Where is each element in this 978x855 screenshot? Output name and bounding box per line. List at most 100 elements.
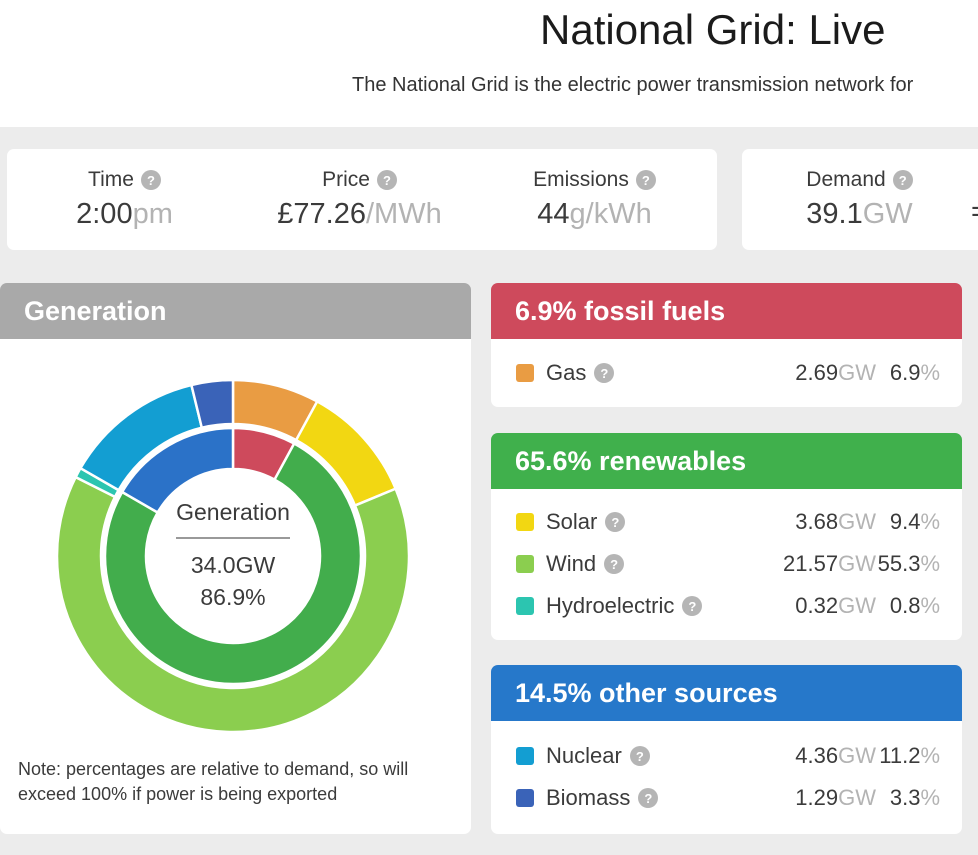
source-percent-number: 3.3 xyxy=(889,785,921,810)
help-icon[interactable]: ? xyxy=(605,512,626,532)
stats-card-primary: Time ? 2:00pm Price ? £77.26/MWh Emissio… xyxy=(7,149,717,250)
donut-segment-renewables[interactable] xyxy=(103,441,363,686)
stats-card-secondary: Demand ? 39.1GW xyxy=(742,149,978,250)
source-percent-number: 55.3 xyxy=(877,551,921,576)
generation-note-line2: exceed 100% if power is being exported xyxy=(18,784,338,805)
source-percent: 0.8% xyxy=(876,593,940,619)
page-title: National Grid: Live xyxy=(540,6,886,53)
generation-panel-header: Generation xyxy=(0,283,471,339)
source-percent-unit: % xyxy=(920,551,940,576)
help-icon[interactable]: ? xyxy=(376,170,397,190)
source-row-hydroelectric: Hydroelectric ? 0.32GW 0.8% xyxy=(491,585,962,627)
help-icon[interactable]: ? xyxy=(604,554,625,574)
help-icon[interactable]: ? xyxy=(635,170,656,190)
source-value: 1.29GW xyxy=(766,785,876,811)
stat-price-value-number: £77.26 xyxy=(277,198,366,230)
source-percent-unit: % xyxy=(920,360,940,385)
fossil-fuels-panel: 6.9% fossil fuels Gas ? 2.69GW 6.9% xyxy=(491,283,962,407)
donut-segment-biomass[interactable] xyxy=(189,378,235,430)
source-row-wind: Wind ? 21.57GW 55.3% xyxy=(491,543,962,585)
stat-demand-value: 39.1GW xyxy=(806,198,912,231)
source-percent-unit: % xyxy=(920,743,940,768)
donut-segment-other-sources[interactable] xyxy=(120,426,235,515)
source-value-unit: GW xyxy=(838,360,876,385)
source-value-unit: GW xyxy=(838,593,876,618)
help-icon[interactable]: ? xyxy=(140,170,161,190)
stat-price-value-unit: /MWh xyxy=(365,198,442,230)
renewables-card: Solar ? 3.68GW 9.4% Wind ? 21.57GW 55.3%… xyxy=(491,489,962,640)
source-value-number: 3.68 xyxy=(795,509,839,534)
source-value-number: 21.57 xyxy=(783,551,839,576)
fossil-fuels-header: 6.9% fossil fuels xyxy=(491,283,962,339)
generation-panel: Generation Generation 34.0GW 86.9% Note:… xyxy=(0,283,471,834)
page-subtitle: The National Grid is the electric power … xyxy=(352,74,914,96)
source-percent-number: 0.8 xyxy=(889,593,921,618)
source-value-unit: GW xyxy=(838,551,876,576)
hydroelectric-swatch xyxy=(516,597,534,615)
fossil-fuels-card: Gas ? 2.69GW 6.9% xyxy=(491,339,962,407)
wind-swatch xyxy=(516,555,534,573)
stat-time-value-number: 2:00 xyxy=(76,198,133,230)
source-value: 3.68GW xyxy=(766,509,876,535)
stat-time-label: Time xyxy=(88,168,134,191)
source-value-number: 2.69 xyxy=(795,360,839,385)
biomass-swatch xyxy=(516,789,534,807)
help-icon[interactable]: ? xyxy=(638,788,659,808)
stat-price-value: £77.26/MWh xyxy=(277,198,441,231)
generation-note: Note: percentages are relative to demand… xyxy=(18,757,408,807)
source-percent: 3.3% xyxy=(876,785,940,811)
stat-time-value-unit: pm xyxy=(132,198,173,230)
source-row-nuclear: Nuclear ? 4.36GW 11.2% xyxy=(491,735,962,777)
stat-price-label: Price xyxy=(322,168,370,191)
source-percent-number: 9.4 xyxy=(889,509,921,534)
stat-emissions-value-unit: g/kWh xyxy=(569,198,652,230)
solar-swatch xyxy=(516,513,534,531)
source-percent-unit: % xyxy=(920,785,940,810)
other-sources-panel: 14.5% other sources Nuclear ? 4.36GW 11.… xyxy=(491,665,962,834)
help-icon[interactable]: ? xyxy=(629,746,650,766)
other-sources-card: Nuclear ? 4.36GW 11.2% Biomass ? 1.29GW … xyxy=(491,721,962,834)
source-value: 4.36GW xyxy=(766,743,876,769)
stat-demand-label: Demand xyxy=(806,168,886,191)
other-sources-header: 14.5% other sources xyxy=(491,665,962,721)
stat-price: Price ? £77.26/MWh xyxy=(242,168,477,231)
source-label: Hydroelectric xyxy=(546,593,675,618)
source-value-unit: GW xyxy=(838,743,876,768)
source-value-number: 0.32 xyxy=(795,593,839,618)
source-row-solar: Solar ? 3.68GW 9.4% xyxy=(491,501,962,543)
equation-equals-fragment: = xyxy=(971,196,978,229)
source-percent: 6.9% xyxy=(876,360,940,386)
help-icon[interactable]: ? xyxy=(892,170,913,190)
donut-segment-wind[interactable] xyxy=(55,475,411,734)
source-percent-number: 6.9 xyxy=(889,360,921,385)
source-label: Nuclear xyxy=(546,743,622,768)
help-icon[interactable]: ? xyxy=(594,363,615,383)
source-value-number: 4.36 xyxy=(795,743,839,768)
source-value-number: 1.29 xyxy=(795,785,839,810)
help-icon[interactable]: ? xyxy=(682,596,703,616)
nuclear-swatch xyxy=(516,747,534,765)
source-percent: 9.4% xyxy=(876,509,940,535)
source-label: Wind xyxy=(546,551,597,576)
stat-demand-value-unit: GW xyxy=(862,198,913,230)
source-value-unit: GW xyxy=(838,509,876,534)
source-label: Solar xyxy=(546,509,598,534)
source-value: 0.32GW xyxy=(766,593,876,619)
stat-time: Time ? 2:00pm xyxy=(7,168,242,231)
stat-emissions-label: Emissions xyxy=(533,168,629,191)
source-percent: 11.2% xyxy=(876,743,940,769)
source-percent-unit: % xyxy=(920,509,940,534)
source-value-unit: GW xyxy=(838,785,876,810)
stat-emissions-value: 44g/kWh xyxy=(537,198,651,231)
generation-panel-card: Generation 34.0GW 86.9% Note: percentage… xyxy=(0,339,471,834)
source-percent-number: 11.2 xyxy=(879,743,921,768)
stat-time-value: 2:00pm xyxy=(76,198,173,231)
renewables-header: 65.6% renewables xyxy=(491,433,962,489)
stat-emissions-value-number: 44 xyxy=(537,198,570,230)
source-value: 2.69GW xyxy=(766,360,876,386)
stat-demand-value-number: 39.1 xyxy=(806,198,863,230)
source-row-gas: Gas ? 2.69GW 6.9% xyxy=(491,352,962,394)
source-value: 21.57GW xyxy=(766,551,876,577)
generation-donut-chart[interactable] xyxy=(53,376,413,736)
source-percent-unit: % xyxy=(920,593,940,618)
